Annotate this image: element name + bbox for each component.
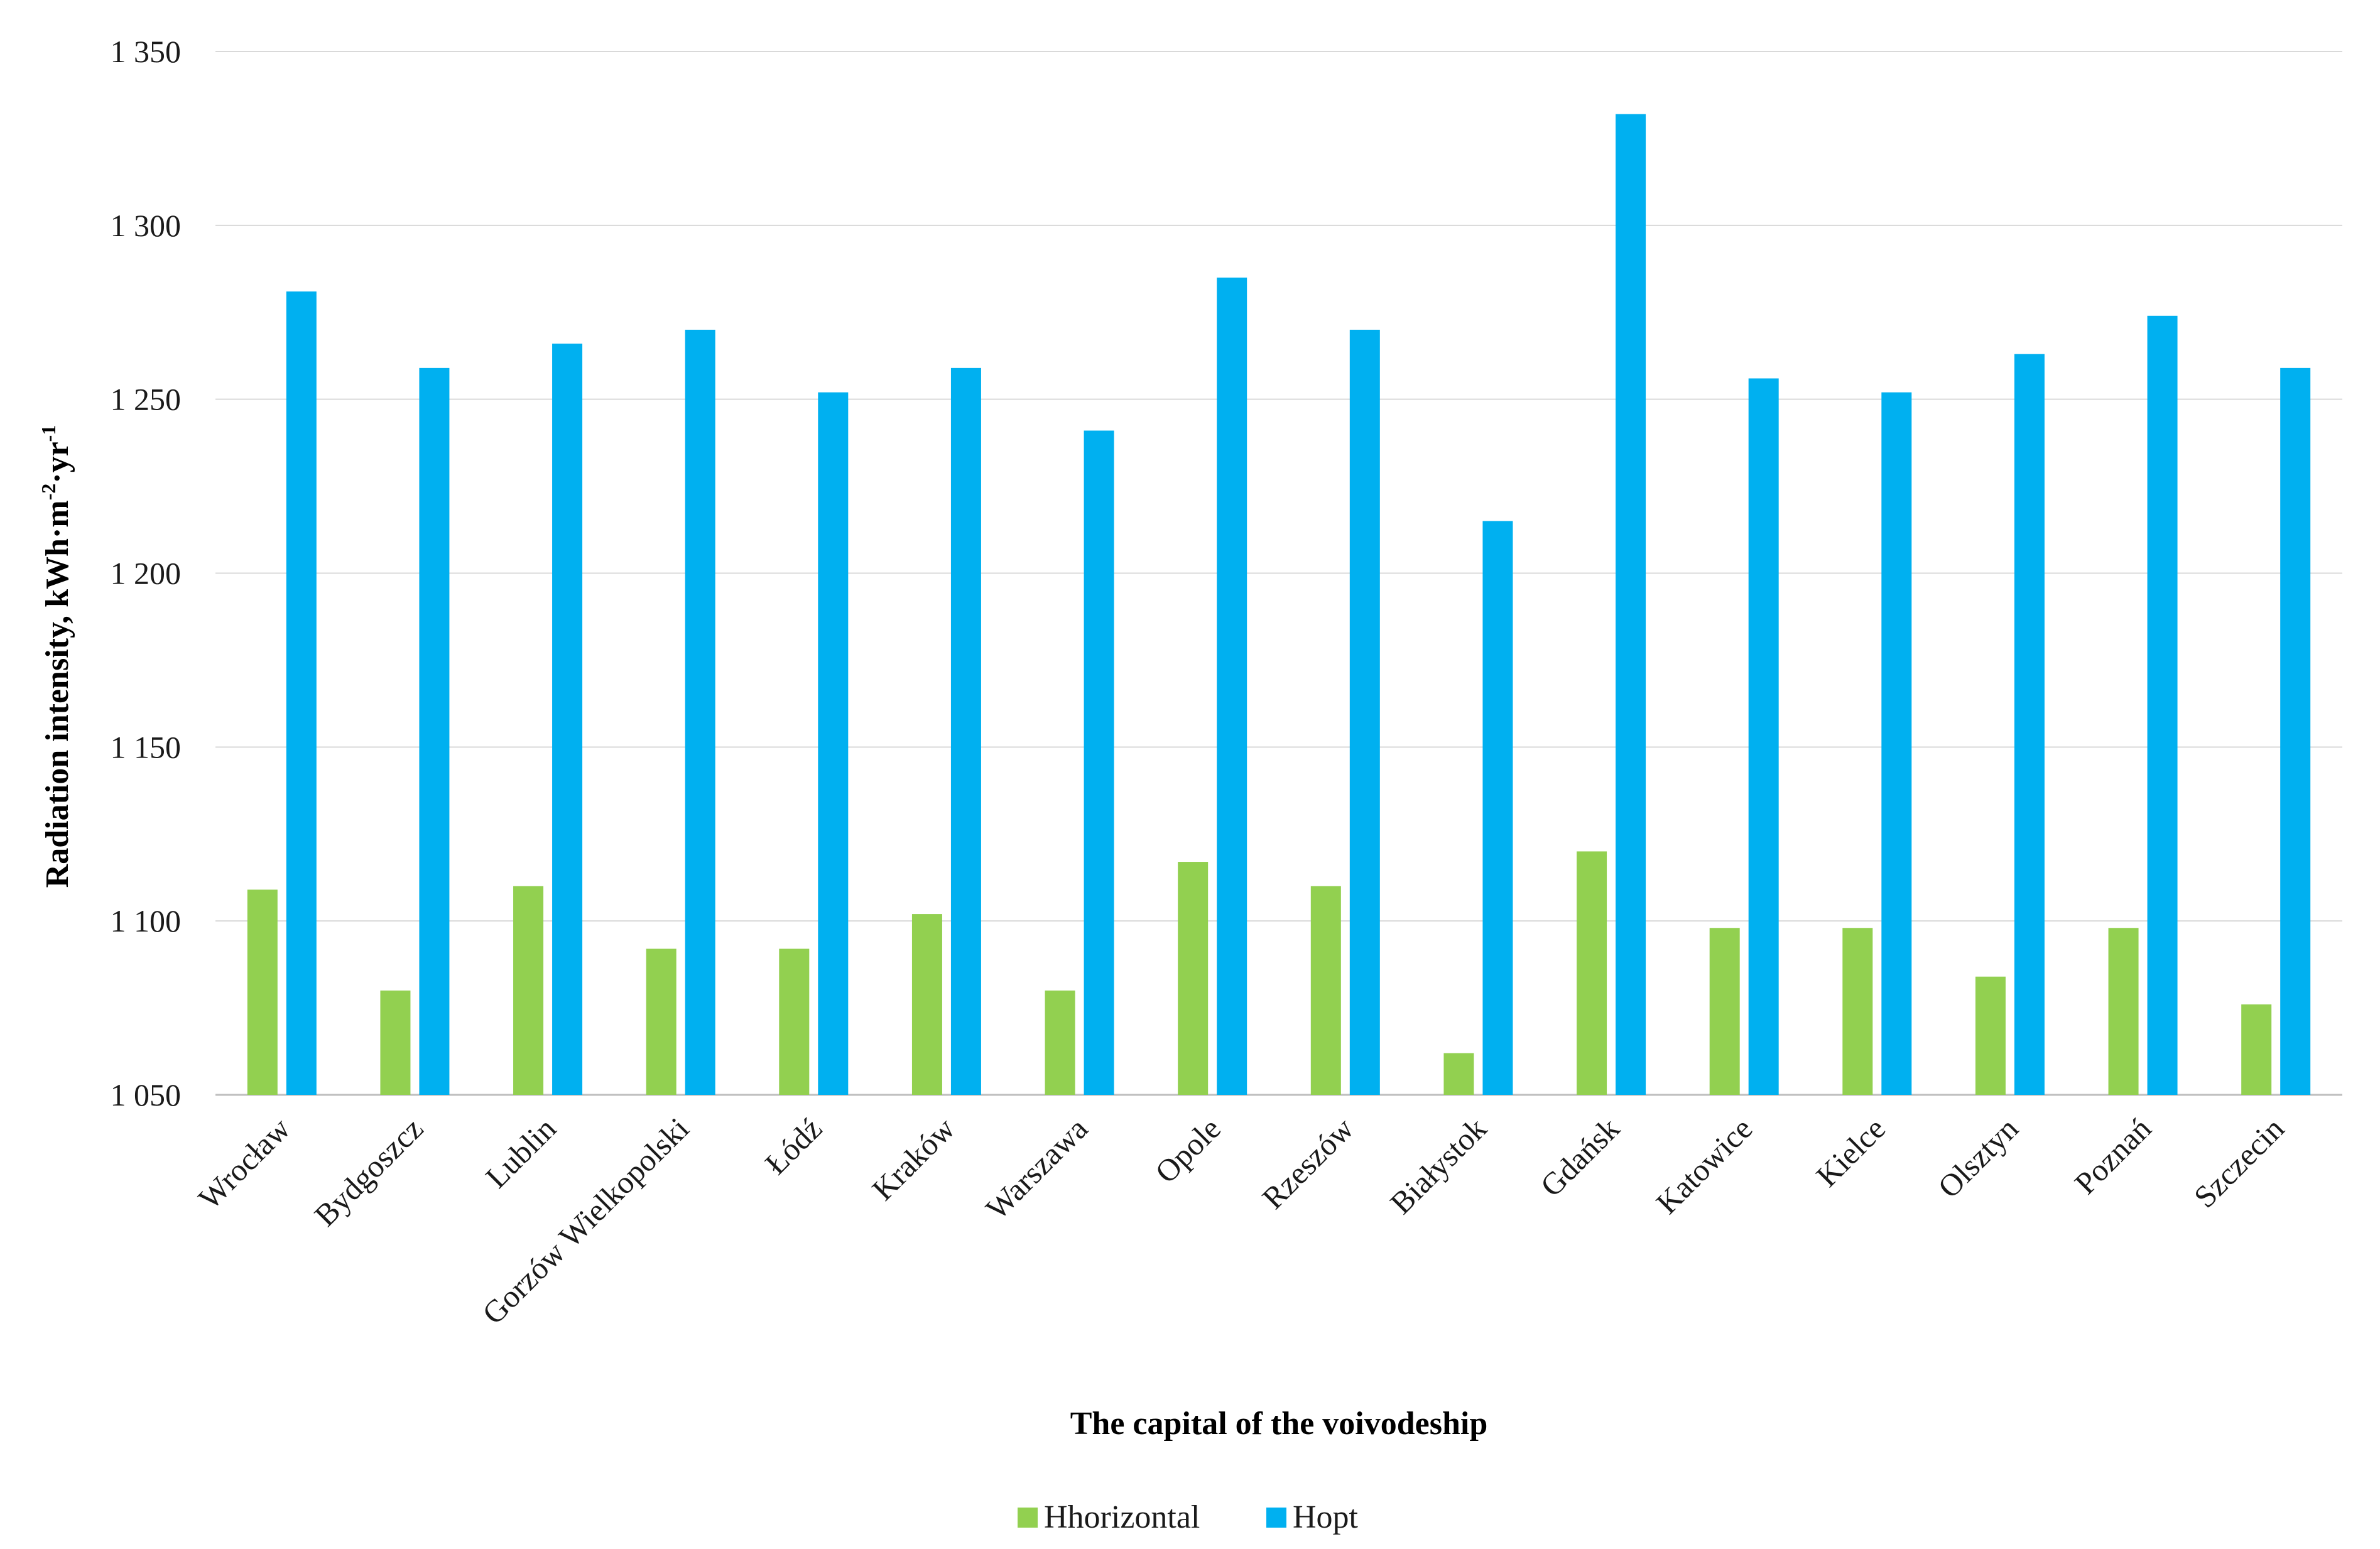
- bar-hopt-gdansk: [1616, 114, 1646, 1095]
- x-tick-label-gdansk: Gdańsk: [1533, 1111, 1626, 1204]
- x-tick-label-warszawa: Warszawa: [979, 1111, 1094, 1226]
- legend-swatch-hopt: [1266, 1508, 1286, 1528]
- y-tick-labels: 1 050 1 100 1 150 1 200 1 250 1 300 1 350: [111, 34, 182, 1112]
- y-axis-title-mid: ·yr: [40, 442, 75, 483]
- legend-label-hopt: Hopt: [1293, 1499, 1359, 1535]
- x-tick-label-kielce: Kielce: [1809, 1111, 1892, 1193]
- bar-hopt-szczecin: [2280, 367, 2311, 1095]
- bar-hhorizontal-bydgoszcz: [380, 990, 411, 1095]
- bar-hhorizontal-szczecin: [2241, 1004, 2272, 1095]
- x-tick-label-rzeszow: Rzeszów: [1255, 1111, 1360, 1215]
- y-tick-label: 1 300: [111, 208, 182, 243]
- x-tick-label-krakow: Kraków: [865, 1111, 961, 1207]
- bar-hopt-krakow: [950, 367, 981, 1095]
- bar-hhorizontal-warszawa: [1045, 990, 1075, 1095]
- bar-hopt-rzeszow: [1349, 329, 1380, 1095]
- bar-hopt-warszawa: [1084, 430, 1114, 1095]
- bar-hopt-kielce: [1881, 392, 1912, 1095]
- bar-hopt-wroclaw: [286, 291, 317, 1095]
- bar-hhorizontal-gorzow-wielkopolski: [646, 948, 677, 1095]
- bar-hopt-lublin: [552, 344, 583, 1095]
- bar-hhorizontal-lublin: [513, 886, 544, 1095]
- legend-label-hhorizontal: Hhorizontal: [1044, 1499, 1200, 1535]
- x-tick-label-szczecin: Szczecin: [2187, 1111, 2291, 1214]
- bar-hhorizontal-lodz: [779, 948, 810, 1095]
- x-tick-label-olsztyn: Olsztyn: [1931, 1111, 2025, 1205]
- bar-hopt-bydgoszcz: [419, 367, 450, 1095]
- y-tick-label: 1 350: [111, 34, 182, 69]
- x-tick-label-bialystok: Białystok: [1383, 1111, 1493, 1220]
- bar-hopt-opole: [1217, 277, 1247, 1095]
- bar-hopt-bialystok: [1482, 521, 1513, 1095]
- bar-hopt-gorzow-wielkopolski: [685, 329, 715, 1095]
- y-axis-title-sup2: -1: [37, 425, 60, 442]
- y-axis-title-sup1: -2: [37, 484, 60, 501]
- bar-hhorizontal-rzeszow: [1310, 886, 1341, 1095]
- bars: [247, 114, 2311, 1095]
- x-tick-label-bydgoszcz: Bydgoszcz: [307, 1111, 430, 1233]
- bar-hhorizontal-poznan: [2108, 928, 2139, 1095]
- legend: Hhorizontal Hopt: [1018, 1499, 1359, 1535]
- bar-hopt-olsztyn: [2014, 354, 2045, 1095]
- bar-hhorizontal-opole: [1178, 862, 1209, 1095]
- x-tick-label-lublin: Lublin: [479, 1111, 563, 1195]
- x-tick-label-katowice: Katowice: [1649, 1111, 1759, 1220]
- y-tick-label: 1 050: [111, 1077, 182, 1112]
- bar-hhorizontal-kielce: [1842, 928, 1873, 1095]
- y-axis-title-main: Radiation intensity, kWh·m: [40, 500, 75, 888]
- x-tick-label-opole: Opole: [1148, 1111, 1227, 1190]
- legend-swatch-hhorizontal: [1018, 1508, 1038, 1528]
- x-tick-label-wroclaw: Wrocław: [192, 1111, 297, 1216]
- bar-hhorizontal-bialystok: [1443, 1053, 1474, 1095]
- y-axis-title: Radiation intensity, kWh·m-2·yr-1: [37, 425, 75, 888]
- bar-hopt-katowice: [1748, 378, 1779, 1095]
- y-tick-label: 1 200: [111, 556, 182, 591]
- x-tick-label-poznan: Poznań: [2068, 1111, 2158, 1201]
- y-tick-label: 1 100: [111, 903, 182, 938]
- y-tick-label: 1 250: [111, 382, 182, 417]
- bar-hopt-lodz: [818, 392, 849, 1095]
- y-tick-label: 1 150: [111, 729, 182, 764]
- bar-hhorizontal-katowice: [1709, 928, 1740, 1095]
- bar-hhorizontal-wroclaw: [247, 889, 278, 1095]
- x-tick-label-lodz: Łódź: [758, 1111, 829, 1181]
- bar-hhorizontal-gdansk: [1577, 851, 1607, 1095]
- bar-hhorizontal-olsztyn: [1975, 976, 2006, 1095]
- x-axis-title: The capital of the voivodeship: [1070, 1406, 1488, 1442]
- bar-hopt-poznan: [2147, 315, 2178, 1095]
- bar-hhorizontal-krakow: [911, 914, 942, 1095]
